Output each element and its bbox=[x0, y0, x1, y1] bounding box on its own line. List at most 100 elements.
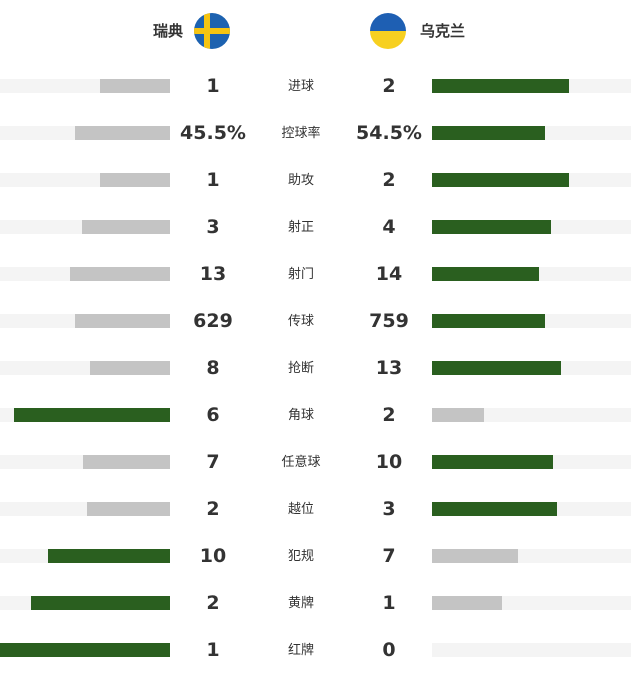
home-stat-value: 2 bbox=[206, 592, 220, 614]
home-stat-bar bbox=[100, 79, 170, 93]
away-stat-bar bbox=[432, 549, 518, 563]
home-stat-bar bbox=[87, 502, 170, 516]
home-bar-track bbox=[0, 502, 170, 516]
stat-row: 3 射正 4 bbox=[0, 203, 631, 250]
home-bar-track bbox=[0, 267, 170, 281]
away-stat-bar bbox=[432, 220, 551, 234]
away-bar-track bbox=[432, 408, 631, 422]
away-bar-track bbox=[432, 173, 631, 187]
away-bar-track bbox=[432, 79, 631, 93]
home-stat-bar bbox=[31, 596, 170, 610]
home-bar-track bbox=[0, 643, 170, 657]
stat-label: 任意球 bbox=[281, 455, 321, 470]
away-stat-bar bbox=[432, 408, 484, 422]
home-stat-value: 7 bbox=[206, 451, 220, 473]
home-stat-value: 1 bbox=[206, 639, 220, 661]
stat-label: 抢断 bbox=[287, 361, 314, 376]
home-stat-bar bbox=[48, 549, 170, 563]
stat-label: 传球 bbox=[287, 314, 314, 329]
home-stat-bar bbox=[100, 173, 170, 187]
stat-row: 2 黄牌 1 bbox=[0, 579, 631, 626]
away-stat-value: 54.5% bbox=[356, 122, 422, 144]
home-bar-track bbox=[0, 549, 170, 563]
away-stat-value: 10 bbox=[375, 451, 403, 473]
away-stat-value: 759 bbox=[369, 310, 409, 332]
home-stat-bar bbox=[75, 126, 170, 140]
stat-label: 黄牌 bbox=[287, 596, 314, 611]
home-bar-track bbox=[0, 408, 170, 422]
home-bar-track bbox=[0, 596, 170, 610]
match-header: 瑞典 乌克兰 bbox=[0, 0, 631, 62]
stat-row: 1 红牌 0 bbox=[0, 626, 631, 673]
away-stat-bar bbox=[432, 267, 539, 281]
stat-label: 角球 bbox=[287, 408, 314, 423]
home-stat-value: 10 bbox=[199, 545, 227, 567]
away-bar-track bbox=[432, 643, 631, 657]
home-stat-value: 1 bbox=[206, 169, 220, 191]
away-stat-value: 4 bbox=[382, 216, 396, 238]
stat-label: 助攻 bbox=[287, 173, 314, 188]
away-stat-value: 7 bbox=[382, 545, 396, 567]
away-stat-value: 3 bbox=[382, 498, 396, 520]
away-bar-track bbox=[432, 314, 631, 328]
ukraine-flag-icon bbox=[370, 13, 406, 49]
away-stat-value: 13 bbox=[375, 357, 403, 379]
away-bar-track bbox=[432, 267, 631, 281]
stat-label: 射正 bbox=[287, 220, 314, 235]
stat-label: 控球率 bbox=[281, 126, 321, 141]
home-stat-bar bbox=[90, 361, 170, 375]
home-stat-value: 1 bbox=[206, 75, 220, 97]
away-bar-track bbox=[432, 455, 631, 469]
away-bar-track bbox=[432, 361, 631, 375]
away-stat-bar bbox=[432, 596, 502, 610]
home-team-name: 瑞典 bbox=[152, 22, 183, 40]
home-bar-track bbox=[0, 173, 170, 187]
home-stat-bar bbox=[70, 267, 170, 281]
home-stat-value: 629 bbox=[193, 310, 233, 332]
away-bar-track bbox=[432, 502, 631, 516]
home-stat-value: 8 bbox=[206, 357, 220, 379]
stat-label: 红牌 bbox=[287, 643, 314, 658]
away-stat-value: 2 bbox=[382, 404, 396, 426]
stat-label: 射门 bbox=[287, 267, 314, 282]
stat-row: 8 抢断 13 bbox=[0, 344, 631, 391]
home-stat-bar bbox=[0, 643, 170, 657]
away-stat-value: 2 bbox=[382, 169, 396, 191]
stat-row: 7 任意球 10 bbox=[0, 438, 631, 485]
home-stat-bar bbox=[14, 408, 170, 422]
stat-row: 1 进球 2 bbox=[0, 62, 631, 109]
away-stat-value: 0 bbox=[382, 639, 396, 661]
home-stat-value: 45.5% bbox=[180, 122, 246, 144]
home-stat-value: 6 bbox=[206, 404, 220, 426]
home-stat-value: 13 bbox=[199, 263, 227, 285]
stat-label: 越位 bbox=[287, 502, 314, 517]
home-bar-track bbox=[0, 455, 170, 469]
away-stat-bar bbox=[432, 126, 545, 140]
home-stat-value: 2 bbox=[206, 498, 220, 520]
away-team-name: 乌克兰 bbox=[420, 22, 466, 40]
home-bar-track bbox=[0, 79, 170, 93]
away-bar-track bbox=[432, 126, 631, 140]
stat-label: 犯规 bbox=[287, 549, 314, 564]
away-stat-bar bbox=[432, 79, 569, 93]
home-bar-track bbox=[0, 361, 170, 375]
away-stat-value: 2 bbox=[382, 75, 396, 97]
away-stat-bar bbox=[432, 502, 557, 516]
away-bar-track bbox=[432, 549, 631, 563]
home-bar-track bbox=[0, 314, 170, 328]
away-stat-bar bbox=[432, 455, 553, 469]
stat-label: 进球 bbox=[287, 79, 314, 94]
home-stat-bar bbox=[75, 314, 170, 328]
home-stat-value: 3 bbox=[206, 216, 220, 238]
stat-row: 1 助攻 2 bbox=[0, 156, 631, 203]
stat-row: 10 犯规 7 bbox=[0, 532, 631, 579]
stat-row: 13 射门 14 bbox=[0, 250, 631, 297]
home-bar-track bbox=[0, 220, 170, 234]
away-stat-value: 1 bbox=[382, 592, 396, 614]
away-stat-bar bbox=[432, 173, 569, 187]
stat-row: 45.5% 控球率 54.5% bbox=[0, 109, 631, 156]
away-stat-bar bbox=[432, 314, 545, 328]
stat-row: 2 越位 3 bbox=[0, 485, 631, 532]
home-stat-bar bbox=[82, 220, 170, 234]
sweden-flag-icon bbox=[194, 13, 230, 49]
